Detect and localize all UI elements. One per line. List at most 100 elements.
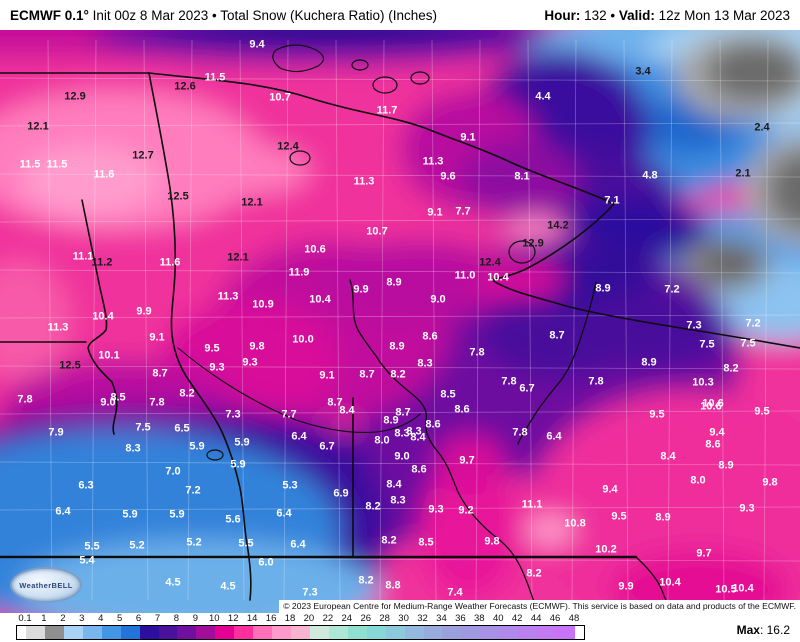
map-value-label: 9.9 [136,305,152,318]
colorbar-segment [480,626,500,639]
map-value-label: 5.9 [234,436,250,449]
colorbar-tick-label: 8 [173,613,180,624]
map-value-label: 8.9 [595,282,611,295]
map-value-label: 10.4 [92,310,114,323]
map-value-label: 12.9 [522,237,544,250]
map-value-label: 9.1 [319,369,335,382]
colorbar-tick-label: 14 [246,613,258,624]
map-value-label: 9.6 [440,170,456,183]
weatherbell-logo: WeatherBELL [10,567,82,603]
map-value-label: 11.3 [422,155,444,168]
map-value-label: 10.5 [715,583,737,596]
colorbar-segment [177,626,197,639]
map-value-label: 2.4 [754,121,770,134]
colorbar-tick-label: 30 [398,613,409,624]
map-value-label: 6.5 [174,422,190,435]
map-value-label: 11.5 [204,71,226,84]
mississippi-river [349,279,535,603]
map-value-label: 10.6 [700,400,722,413]
colorbar-tick-label: 42 [511,613,523,624]
map-value-label: 9.9 [618,580,634,593]
map-value-label: 9.4 [249,38,265,51]
big-sioux-river [81,199,118,435]
colorbar-tick-label: 20 [303,613,315,624]
map-value-label: 9.0 [430,293,446,306]
map-value-label: 8.7 [359,368,375,381]
mille-lacs-lake [508,240,536,264]
map-value-label: 10.4 [309,293,331,306]
st-croix-river [517,281,597,445]
colorbar-tick-label: 36 [455,613,466,624]
map-value-label: 5.3 [282,479,298,492]
map-value-label: 8.9 [383,414,399,427]
map-value-label: 8.4 [386,478,402,491]
map-value-label: 9.3 [739,502,755,515]
map-value-label: 11.7 [376,104,398,117]
colorbar-segment [347,626,367,639]
otter-tail-lakes [289,150,311,166]
lake-superior-shore [490,203,800,349]
map-value-label: 5.5 [238,537,254,550]
map-value-label: 9.5 [649,408,665,421]
map-value-label: 6.9 [333,487,349,500]
map-value-label: 8.6 [705,438,721,451]
colorbar-segment [215,626,235,639]
map-value-label: 9.1 [460,131,476,144]
map-value-label: 5.6 [225,513,241,526]
colorbar [16,625,585,640]
colorbar-segment [17,626,26,639]
map-value-label: 4.5 [220,580,236,593]
map-value-label: 5.2 [129,539,145,552]
map-value-label: 8.7 [395,406,411,419]
map-value-label: 12.9 [64,90,86,103]
map-value-label: 8.3 [390,494,406,507]
colorbar-tick-label: 12 [227,613,239,624]
map-value-label: 10.4 [732,582,754,595]
map-value-label: 9.5 [204,342,220,355]
map-value-label: 10.8 [564,517,586,530]
colorbar-ticks: 0.1 1 2 3 4 5 6 7 8 9 10 12 14 16 18 20 22 24 26 28 30 32 34 36… [0,613,640,624]
map-value-label: 8.0 [690,474,706,487]
map-value-label: 11.5 [19,158,41,171]
map-value-label: 9.3 [209,361,225,374]
map-value-label: 8.3 [417,357,433,370]
map-value-label: 8.3 [125,442,141,455]
colorbar-tick-label: 24 [341,613,353,624]
map-value-label: 11.5 [46,158,68,171]
map-value-label: 7.3 [225,408,241,421]
colorbar-tick-label: 10 [209,613,220,624]
map-value-label: 7.8 [512,426,528,439]
colorbar-tick-label: 4 [98,613,104,624]
map-title: ECMWF 0.1° Init 00z 8 Mar 2023 • Total S… [10,7,438,23]
colorbar-segment [63,626,83,639]
attribution-text: © 2023 European Centre for Medium-Range … [279,600,800,613]
colorbar-segment [385,626,405,639]
colorbar-segment [26,626,45,639]
map-value-label: 9.1 [427,206,443,219]
colorbar-tick-label: 3 [79,613,85,624]
map-value-label: 8.3 [406,425,422,438]
map-value-label: 11.9 [288,266,310,279]
map-value-label: 4.5 [165,576,181,589]
map-value-label: 7.8 [501,375,517,388]
model-name: ECMWF 0.1° [10,7,89,23]
colorbar-segment [120,626,140,639]
map-value-label: 8.2 [365,500,381,513]
colorbar-tick-label: 32 [417,613,428,624]
map-value-label: 6.4 [55,505,71,518]
colorbar-tick-label: 28 [379,613,390,624]
map-value-label: 11.6 [93,168,115,181]
map-value-label: 11.3 [217,290,239,303]
map-value-label: 8.5 [418,536,434,549]
colorbar-tick-label: 1 [41,613,47,624]
map-value-label: 9.7 [696,547,712,560]
map-value-label: 7.8 [469,346,485,359]
colorbar-segment [44,626,64,639]
map-value-label: 9.7 [459,454,475,467]
map-value-label: 12.5 [59,359,81,372]
map-value-label: 8.7 [152,367,168,380]
map-value-label: 7.9 [48,426,64,439]
map-value-label: 12.1 [27,120,49,133]
map-value-label: 5.9 [169,508,185,521]
